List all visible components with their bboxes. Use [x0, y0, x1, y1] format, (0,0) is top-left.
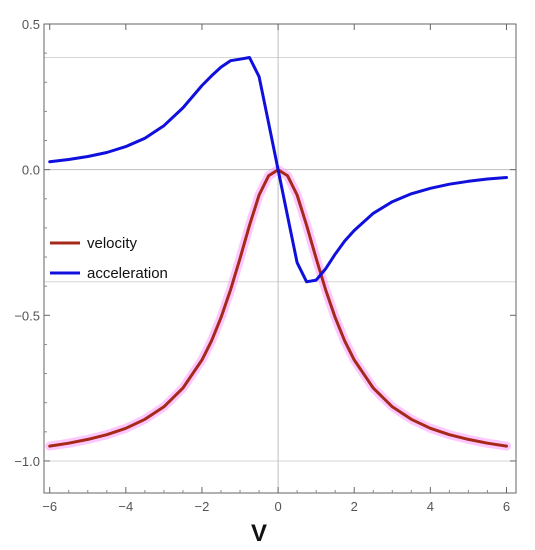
legend: velocity acceleration [50, 235, 168, 282]
plot-frame [43, 23, 517, 494]
grid-layer [44, 24, 516, 493]
series-layer [45, 56, 511, 451]
y-tick-label-1: −0.5 [14, 308, 40, 323]
x-tick-label-6: 6 [503, 499, 510, 514]
x-axis-title: V [251, 520, 267, 547]
legend-label-velocity: velocity [87, 235, 138, 252]
legend-label-acceleration: acceleration [87, 265, 168, 282]
x-tick-label-5: 4 [427, 499, 434, 514]
y-tick-label-0: −1.0 [14, 454, 40, 469]
x-tick-label-2: −2 [195, 499, 210, 514]
series-line-acceleration [48, 56, 508, 284]
tick-layer: −6 −4 −2 0 2 4 6 −1.0 −0.5 0.0 0.5 [14, 17, 516, 514]
x-tick-label-0: −6 [42, 499, 57, 514]
y-tick-label-2: 0.0 [22, 163, 40, 178]
x-tick-label-3: 0 [274, 499, 281, 514]
y-tick-label-3: 0.5 [22, 17, 40, 32]
x-tick-label-1: −4 [118, 499, 133, 514]
x-tick-label-4: 2 [351, 499, 358, 514]
